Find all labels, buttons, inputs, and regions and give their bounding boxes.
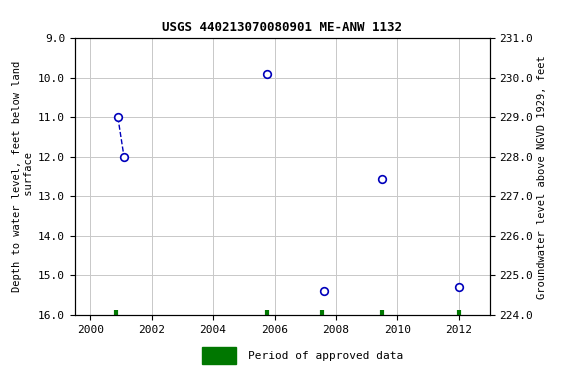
Y-axis label: Depth to water level, feet below land
 surface: Depth to water level, feet below land su… [13, 61, 34, 292]
Text: Period of approved data: Period of approved data [248, 351, 403, 361]
Title: USGS 440213070080901 ME-ANW 1132: USGS 440213070080901 ME-ANW 1132 [162, 22, 402, 35]
FancyBboxPatch shape [202, 346, 236, 364]
Y-axis label: Groundwater level above NGVD 1929, feet: Groundwater level above NGVD 1929, feet [537, 55, 547, 298]
